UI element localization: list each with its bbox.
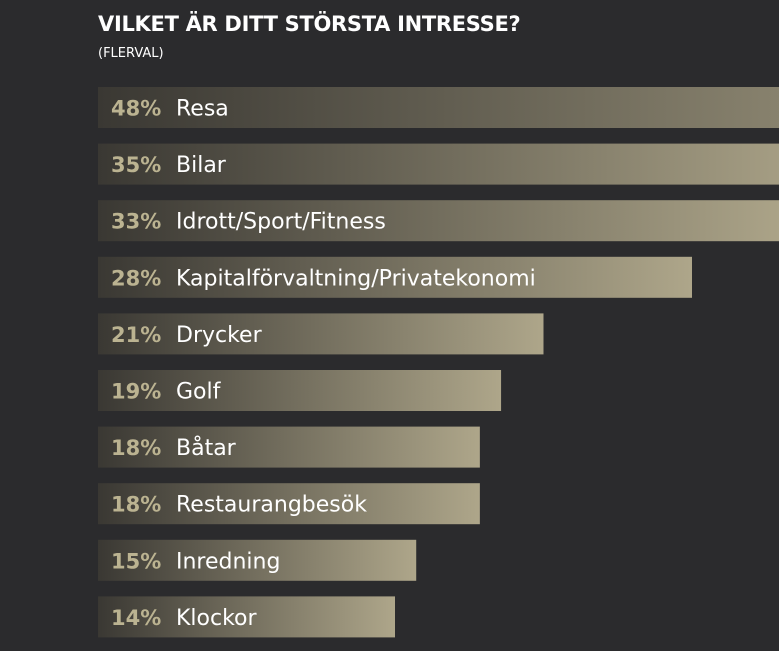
bar-value-label: 33% (111, 210, 161, 234)
bar-category-label: Restaurangbesök (176, 493, 367, 518)
bar (98, 143, 779, 185)
bar-value-label: 35% (111, 153, 161, 177)
bars-group: 48% Resa 35% Bilar 33% Idrott/Sport/Fitness 28… (98, 87, 779, 638)
bar-category-label: Bilar (176, 153, 227, 178)
bar-category-label: Båtar (176, 435, 237, 461)
bar (98, 200, 779, 242)
bar-value-label: 21% (111, 323, 161, 347)
bar-value-label: 15% (111, 549, 161, 573)
bar (98, 87, 779, 128)
bar (98, 596, 395, 638)
bar-value-label: 18% (111, 493, 161, 517)
bar (98, 483, 480, 525)
bar-category-label: Klockor (176, 606, 258, 631)
bar (98, 313, 544, 355)
bar-category-label: Kapitalförvaltning/Privatekonomi (176, 266, 536, 291)
bar (98, 539, 417, 581)
chart-subtitle: (FLERVAL) (98, 46, 164, 61)
bar-value-label: 48% (111, 97, 161, 121)
bar (98, 256, 692, 298)
bar (98, 370, 502, 411)
bar-value-label: 28% (111, 266, 161, 290)
bar-category-label: Golf (176, 380, 222, 405)
bar-category-label: Idrott/Sport/Fitness (176, 210, 386, 235)
bar-value-label: 19% (111, 380, 161, 404)
bar-value-label: 14% (111, 606, 161, 630)
bar (98, 426, 480, 468)
chart-title: VILKET ÄR DITT STÖRSTA INTRESSE? (98, 12, 521, 36)
bar-category-label: Drycker (176, 323, 263, 348)
bar-category-label: Resa (176, 97, 229, 122)
bar-category-label: Inredning (176, 549, 280, 574)
bar-value-label: 18% (111, 436, 161, 460)
